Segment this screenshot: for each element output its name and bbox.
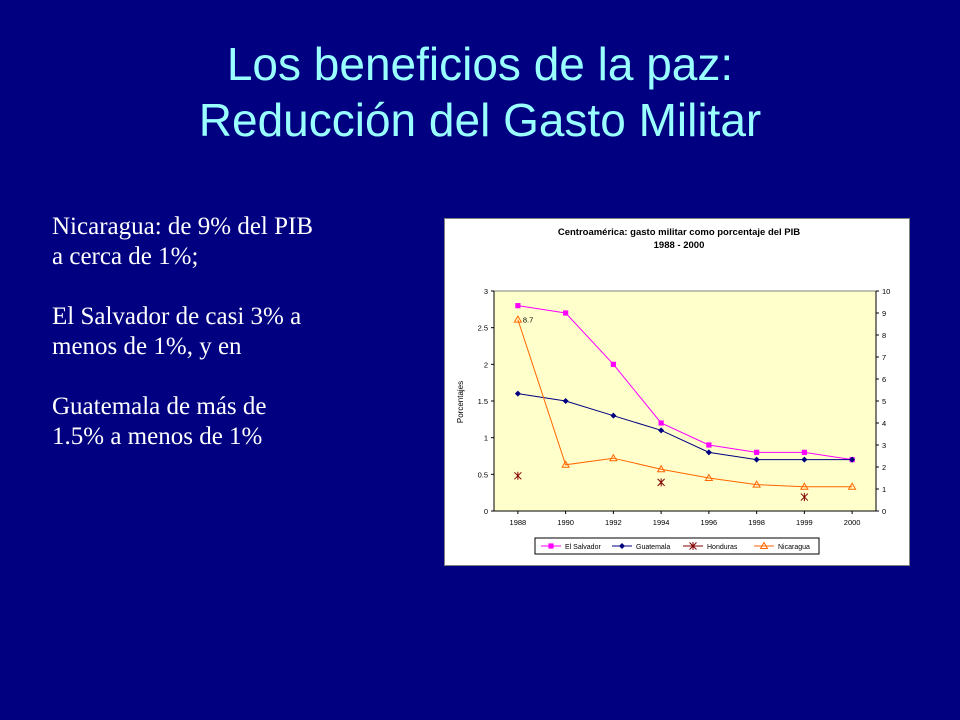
y2-tick-label: 3: [882, 441, 886, 450]
legend: [534, 537, 820, 555]
legend-marker-honduras: [689, 542, 697, 550]
legend-label: Nicaragua: [778, 544, 810, 551]
bullet-line: Guatemala de más de: [52, 393, 267, 420]
data-point-nicaragua: [609, 453, 618, 462]
data-point-nicaragua: [847, 482, 857, 490]
x-tick-label: 1990: [557, 518, 574, 527]
y-tick-label: 2: [484, 360, 488, 369]
bullet-line: El Salvador de casi 3% a: [52, 303, 302, 330]
legend-marker-el-salvador: [548, 543, 554, 549]
data-point-nicaragua: [752, 480, 761, 488]
x-tick-label: 1999: [796, 518, 813, 527]
bullet-line: menos de 1%, y en: [52, 333, 242, 360]
data-point-guatemala: [514, 390, 521, 397]
y-axis-label: Porcentajes: [456, 381, 465, 423]
y2-tick-label: 8: [882, 331, 886, 340]
y2-tick-label: 9: [882, 309, 886, 318]
data-point-el-salvador: [563, 310, 569, 316]
data-point-guatemala: [562, 398, 569, 404]
bullet-text: Nicaragua: de 9% del PIB a cerca de 1%; …: [52, 212, 432, 452]
x-tick-label: 2000: [844, 518, 861, 527]
legend-marker-nicaragua: [759, 541, 769, 549]
data-point-nicaragua: [513, 315, 523, 323]
chart-subtitle: 1988 - 2000: [654, 240, 705, 251]
data-point-guatemala: [658, 427, 665, 434]
slide-title: Los beneficios de la paz: Reducción del …: [0, 36, 960, 148]
y2-tick-label: 1: [882, 485, 886, 494]
y2-tick-label: 6: [882, 375, 886, 384]
x-tick-label: 1988: [510, 518, 527, 527]
y2-tick-label: 10: [882, 287, 890, 296]
y2-tick-label: 2: [882, 463, 886, 472]
y-tick-label: 2.5: [478, 324, 488, 333]
bullet-line: 1.5% a menos de 1%: [52, 423, 263, 450]
data-point-el-salvador: [706, 442, 712, 448]
data-point-guatemala: [705, 449, 712, 456]
legend-label: Guatemala: [636, 544, 670, 551]
x-tick-label: 1998: [748, 518, 765, 527]
x-tick-label: 1996: [701, 518, 718, 527]
data-point-el-salvador: [610, 361, 616, 367]
data-point-guatemala: [753, 456, 760, 463]
chart: Centroamérica: gasto militar como porcen…: [444, 218, 910, 566]
data-point-honduras: [800, 493, 809, 502]
data-point-honduras: [657, 478, 665, 487]
y-tick-label: 1: [484, 434, 488, 443]
data-point-el-salvador: [754, 449, 760, 455]
y2-tick-label: 5: [882, 397, 886, 406]
y-tick-label: 1.5: [478, 397, 488, 406]
y2-tick-label: 4: [882, 419, 886, 428]
data-point-honduras: [514, 471, 522, 480]
plot-area: [493, 290, 877, 512]
y-tick-label: 0.5: [478, 470, 488, 479]
bullet-line: Nicaragua: de 9% del PIB: [52, 213, 314, 240]
chart-canvas: Centroamérica: gasto militar como porcen…: [456, 227, 890, 555]
data-point-el-salvador: [515, 303, 521, 309]
data-point-nicaragua: [656, 464, 666, 473]
legend-marker-guatemala: [619, 543, 625, 549]
y2-tick-label: 7: [882, 353, 886, 362]
y-tick-label: 3: [484, 287, 488, 296]
legend-label: El Salvador: [565, 544, 601, 551]
y2-tick-label: 0: [882, 507, 886, 516]
data-point-guatemala: [801, 456, 808, 463]
series-line-guatemala: [517, 393, 853, 461]
chart-title: Centroamérica: gasto militar como porcen…: [558, 227, 800, 238]
series-line-nicaragua: [517, 319, 853, 488]
bullet-line: a cerca de 1%;: [52, 243, 199, 270]
data-point-el-salvador: [658, 420, 664, 426]
data-point-guatemala: [610, 412, 617, 419]
x-tick-label: 1994: [653, 518, 670, 527]
data-point-el-salvador: [801, 449, 807, 455]
data-point-nicaragua: [704, 473, 714, 481]
y-tick-label: 0: [484, 507, 488, 516]
data-point-guatemala: [849, 456, 856, 463]
series-line-el-salvador: [517, 305, 853, 461]
title-line-1: Los beneficios de la paz:: [226, 38, 734, 90]
data-label: 8.7: [523, 316, 533, 325]
x-tick-label: 1992: [605, 518, 622, 527]
legend-label: Honduras: [707, 544, 738, 551]
data-point-nicaragua: [561, 460, 570, 468]
title-line-2: Reducción del Gasto Militar: [198, 94, 762, 146]
data-point-nicaragua: [800, 482, 809, 490]
